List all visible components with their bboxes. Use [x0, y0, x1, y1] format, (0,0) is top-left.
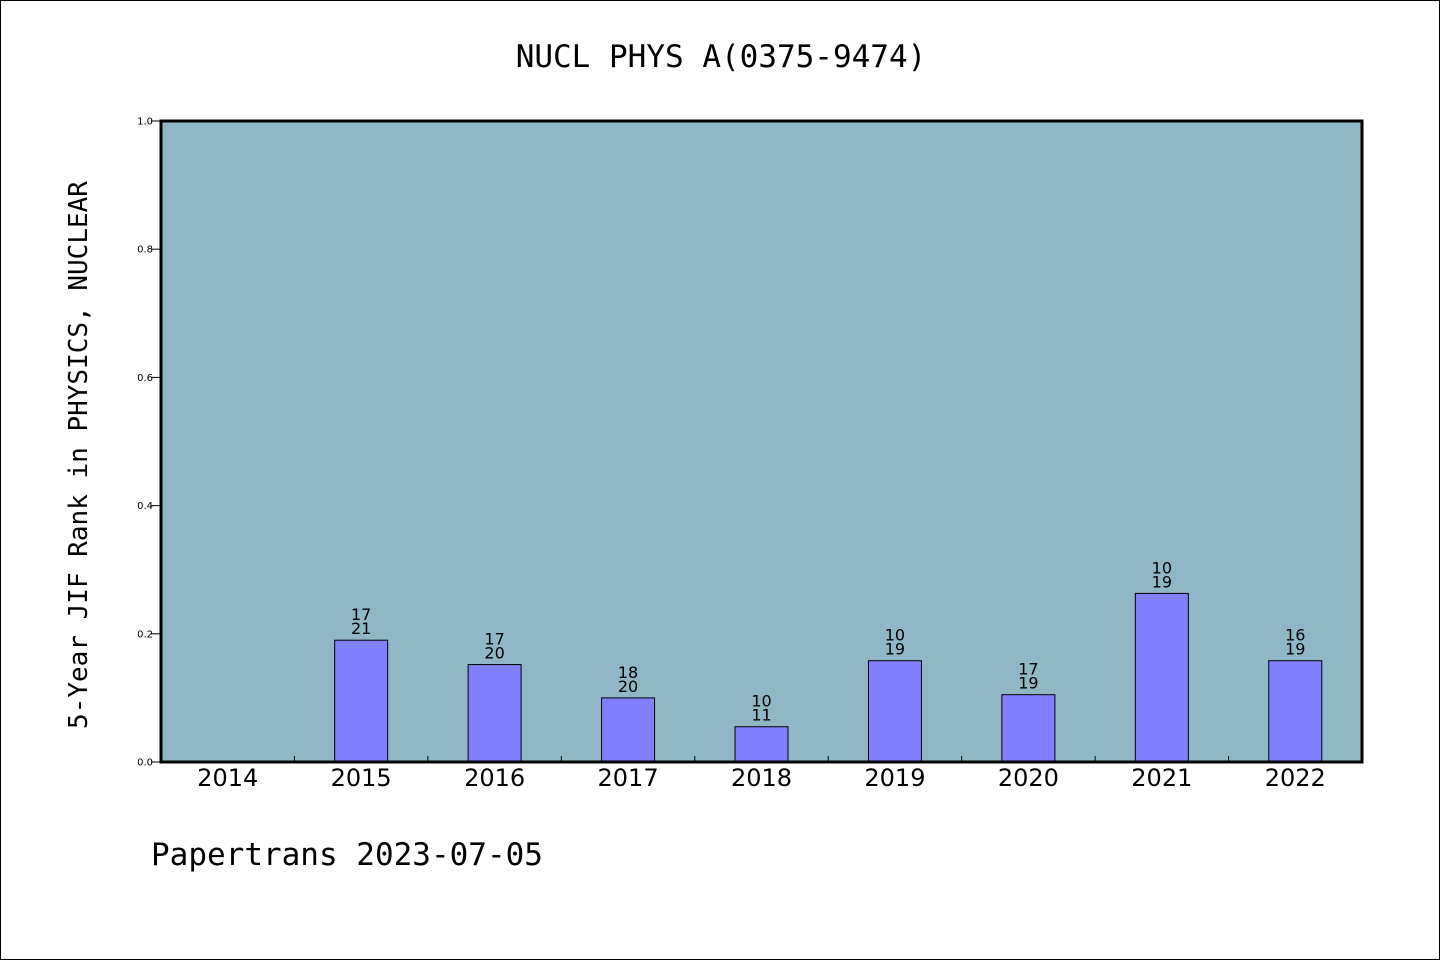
bar-rank-label: 17: [351, 605, 371, 624]
bar-total-label: 20: [484, 644, 504, 663]
x-tick-label: 2014: [197, 764, 258, 792]
bar: [1001, 694, 1056, 763]
bar-rank-label: 17: [484, 630, 504, 649]
bar-total-label: 20: [618, 677, 638, 696]
bar-rank-label: 16: [1285, 626, 1305, 645]
bar: [734, 726, 789, 763]
bar-total-label: 19: [1152, 572, 1172, 591]
x-tick-label: 2022: [1265, 764, 1326, 792]
x-tick-label: 2019: [864, 764, 925, 792]
x-tick-label: 2017: [598, 764, 659, 792]
x-tick-label: 2021: [1131, 764, 1192, 792]
bar-rank-label: 10: [885, 626, 905, 645]
y-tick-label: 0.2: [137, 629, 153, 640]
bar-total-label: 19: [1285, 640, 1305, 659]
plot-frame: [159, 119, 1364, 764]
y-tick-label: 0.0: [137, 758, 153, 769]
bar: [467, 664, 522, 763]
bar: [334, 639, 389, 763]
footer-note: Papertrans 2023-07-05: [151, 837, 543, 873]
x-tick-label: 2016: [464, 764, 525, 792]
bar: [601, 697, 656, 763]
y-tick-label: 1.0: [137, 117, 153, 128]
bar-total-label: 19: [1018, 674, 1038, 693]
y-tick-label: 0.4: [137, 501, 153, 512]
bar-rank-label: 18: [618, 663, 638, 682]
bar-rank-label: 10: [1152, 558, 1172, 577]
x-tick-label: 2015: [331, 764, 392, 792]
bar: [867, 660, 922, 763]
y-axis-label: 5-Year JIF Rank in PHYSICS, NUCLEAR: [64, 181, 94, 729]
bar-total-label: 21: [351, 619, 371, 638]
x-tick-label: 2020: [998, 764, 1059, 792]
bar-rank-label: 17: [1018, 660, 1038, 679]
chart-title: NUCL PHYS A(0375-9474): [516, 39, 927, 75]
y-tick-label: 0.6: [137, 373, 153, 384]
bar-rank-label: 10: [751, 692, 771, 711]
y-tick-label: 0.8: [137, 245, 153, 256]
bar: [1134, 592, 1189, 763]
x-tick-label: 2018: [731, 764, 792, 792]
bar: [1268, 660, 1323, 763]
bar-total-label: 19: [885, 640, 905, 659]
bar-total-label: 11: [751, 706, 771, 725]
